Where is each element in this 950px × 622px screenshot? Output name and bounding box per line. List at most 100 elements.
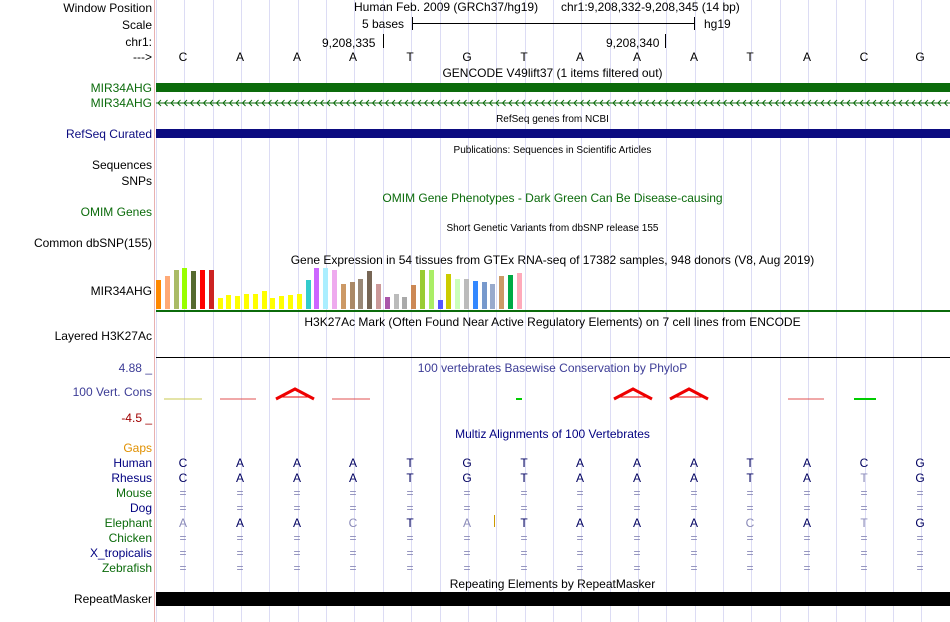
gtex-tissue-bar[interactable] <box>340 284 346 309</box>
alignment-base: = <box>860 531 868 545</box>
coord-label-1: 9,208,335 <box>322 36 376 50</box>
species-label[interactable]: Mouse <box>115 486 152 500</box>
strand-chevron <box>943 99 948 107</box>
gtex-tissue-bar[interactable] <box>428 270 434 309</box>
species-label[interactable]: X_tropicalis <box>89 546 152 560</box>
gtex-tissue-bar[interactable] <box>173 270 179 309</box>
gtex-tissue-bar[interactable] <box>446 274 452 309</box>
strand-chevron <box>566 99 571 107</box>
gtex-bar-chart[interactable] <box>156 268 536 309</box>
gtex-tissue-bar[interactable] <box>164 276 170 309</box>
species-label[interactable]: Elephant <box>104 516 152 530</box>
species-label[interactable]: Chicken <box>108 531 152 545</box>
species-label[interactable]: Human <box>113 456 152 470</box>
gtex-tissue-bar[interactable] <box>481 282 487 309</box>
strand-chevron <box>761 99 766 107</box>
gtex-tissue-bar[interactable] <box>270 298 276 309</box>
gtex-tissue-bar[interactable] <box>420 270 425 309</box>
gtex-tissue-bar[interactable] <box>384 297 390 309</box>
strand-chevron <box>274 99 279 107</box>
alignment-base: A <box>632 471 641 485</box>
gtex-tissue-bar[interactable] <box>261 291 267 309</box>
gtex-tissue-bar[interactable] <box>323 268 329 309</box>
alignment-base: = <box>916 546 924 560</box>
gtex-tissue-bar[interactable] <box>367 271 373 309</box>
alignment-base: G <box>915 456 925 470</box>
alignment-base: = <box>690 546 698 560</box>
alignment-base: = <box>520 546 528 560</box>
elephant-insertion-mark <box>494 515 495 527</box>
strand-chevron <box>586 99 591 107</box>
repeatmasker-feature-bar[interactable] <box>156 592 950 606</box>
gtex-tissue-bar[interactable] <box>437 300 443 309</box>
alignment-base: = <box>349 501 357 515</box>
gtex-tissue-bar[interactable] <box>191 271 197 309</box>
gaps-label[interactable]: Gaps <box>123 441 152 455</box>
refseq-feature-bar[interactable] <box>156 129 950 138</box>
gencode-strand-line[interactable] <box>156 97 950 109</box>
gtex-tissue-bar[interactable] <box>226 295 232 309</box>
gtex-tissue-bar[interactable] <box>235 296 241 309</box>
gtex-tissue-bar[interactable] <box>296 294 302 309</box>
gtex-tissue-bar[interactable] <box>393 294 399 309</box>
species-label[interactable]: Dog <box>129 501 152 515</box>
gtex-tissue-bar[interactable] <box>402 297 408 309</box>
gtex-tissue-bar[interactable] <box>217 298 223 309</box>
phylop-signal[interactable] <box>156 385 950 405</box>
gtex-tissue-bar[interactable] <box>279 296 285 309</box>
publications-sequences-label[interactable]: Sequences <box>91 158 152 172</box>
refseq-label[interactable]: RefSeq Curated <box>65 127 152 141</box>
gtex-tissue-bar[interactable] <box>376 284 381 309</box>
alignment-base: = <box>576 546 584 560</box>
window-position-label: Window Position <box>63 1 152 15</box>
gtex-tissue-bar[interactable] <box>244 294 249 309</box>
gtex-tissue-bar[interactable] <box>508 275 513 309</box>
gtex-tissue-bar[interactable] <box>332 270 337 309</box>
phylop-label[interactable]: 100 Vert. Cons <box>72 385 152 399</box>
alignment-base: = <box>236 501 244 515</box>
omim-label[interactable]: OMIM Genes <box>80 205 152 219</box>
gtex-tissue-bar[interactable] <box>288 295 293 309</box>
strand-chevron <box>657 99 662 107</box>
gtex-tissue-bar[interactable] <box>472 281 478 309</box>
strand-chevron <box>885 99 890 107</box>
gtex-tissue-bar[interactable] <box>182 268 188 309</box>
repeatmasker-label[interactable]: RepeatMasker <box>73 592 152 606</box>
species-label[interactable]: Zebrafish <box>101 561 152 575</box>
alignment-base: = <box>633 531 641 545</box>
gencode-feature-bar[interactable] <box>156 83 950 92</box>
gtex-tissue-bar[interactable] <box>208 270 214 309</box>
gtex-tissue-bar[interactable] <box>464 279 469 309</box>
phylop-min-label: -4.5 _ <box>121 411 152 425</box>
h3k27ac-label[interactable]: Layered H3K27Ac <box>54 329 152 343</box>
alignment-base: T <box>406 516 414 530</box>
gtex-tissue-bar[interactable] <box>490 284 496 309</box>
alignment-base: A <box>802 471 811 485</box>
gtex-tissue-bar[interactable] <box>358 279 364 309</box>
strand-chevron <box>683 99 688 107</box>
species-label[interactable]: Rhesus <box>111 471 152 485</box>
gtex-tissue-bar[interactable] <box>411 285 417 309</box>
gencode-label-2[interactable]: MIR34AHG <box>90 96 152 110</box>
publications-snps-label[interactable]: SNPs <box>121 174 152 188</box>
gtex-tissue-bar[interactable] <box>349 282 355 309</box>
gtex-tissue-bar[interactable] <box>156 280 161 309</box>
gtex-tissue-bar[interactable] <box>314 268 320 309</box>
gtex-tissue-bar[interactable] <box>499 276 505 309</box>
strand-chevron <box>599 99 604 107</box>
gtex-label[interactable]: MIR34AHG <box>90 284 152 298</box>
gtex-tissue-bar[interactable] <box>516 273 522 309</box>
strand-chevron <box>592 99 597 107</box>
strand-chevron <box>540 99 545 107</box>
strand-chevron <box>404 99 409 107</box>
gtex-tissue-bar[interactable] <box>252 294 258 309</box>
strand-chevron <box>339 99 344 107</box>
gtex-tissue-bar[interactable] <box>455 279 461 309</box>
alignment-base: A <box>689 456 698 470</box>
gencode-label-1[interactable]: MIR34AHG <box>90 81 152 95</box>
dbsnp-label[interactable]: Common dbSNP(155) <box>33 236 152 250</box>
strand-chevron <box>228 99 233 107</box>
gtex-tissue-bar[interactable] <box>305 280 311 309</box>
gtex-tissue-bar[interactable] <box>200 270 205 309</box>
